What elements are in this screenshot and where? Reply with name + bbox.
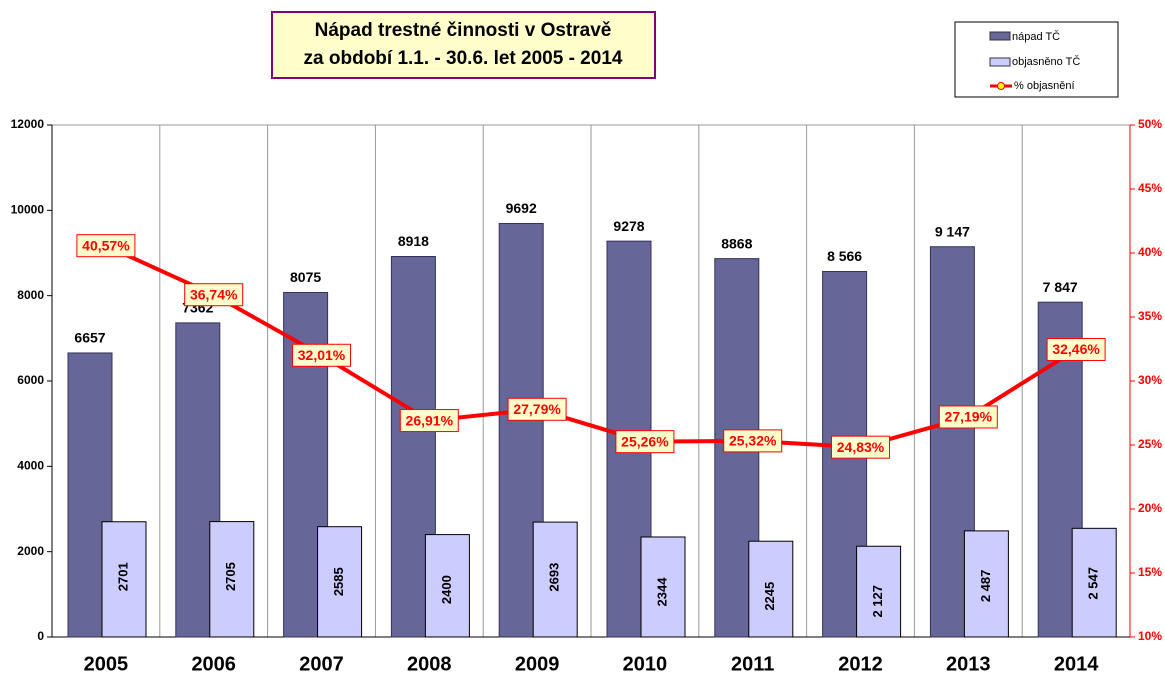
bar-value-label: 8075 (290, 269, 321, 285)
data-label-box (831, 435, 890, 459)
data-label: 26,91% (406, 412, 454, 428)
bar-value-label: 2 547 (1086, 567, 1101, 600)
y2-tick-label: 35% (1138, 309, 1162, 323)
bar (963, 530, 1009, 638)
y-tick-label: 4000 (17, 459, 44, 473)
y2-tick-label: 25% (1138, 437, 1162, 451)
y2-tick-label: 50% (1138, 117, 1162, 131)
y-tick-label: 12000 (11, 117, 45, 131)
bar-value-label: 9278 (613, 218, 644, 234)
legend-swatch (989, 31, 1011, 41)
legend-label: % objasnění (1014, 80, 1075, 92)
x-tick-label: 2010 (623, 653, 668, 675)
data-label-box (1046, 338, 1106, 362)
bar-value-label: 2705 (223, 562, 238, 591)
bar-value-label: 7 847 (1043, 279, 1078, 295)
legend-label: objasněno TČ (1012, 55, 1080, 68)
y2-tick-label: 30% (1138, 373, 1162, 387)
bar-value-label: 8868 (721, 235, 752, 251)
y2-tick-label: 40% (1138, 245, 1162, 259)
data-label-box (76, 234, 136, 258)
bar (748, 540, 794, 638)
data-label-box (615, 430, 675, 454)
chart-title: za období 1.1. - 30.6. let 2005 - 2014 (304, 48, 623, 69)
y-tick-label: 10000 (11, 203, 45, 217)
bar-value-label: 2 127 (870, 585, 885, 618)
bar-value-label: 2585 (331, 567, 346, 596)
x-tick-label: 2014 (1054, 653, 1099, 675)
data-label-box (399, 409, 459, 433)
data-label-box (938, 405, 998, 429)
legend-label: nápad TČ (1012, 30, 1060, 43)
bar-value-label: 2701 (115, 562, 130, 591)
bar-value-label: 2245 (762, 582, 777, 611)
legend-swatch (989, 57, 1011, 67)
bar-value-label: 8918 (398, 233, 429, 249)
legend-swatch (997, 82, 1005, 90)
legend (954, 21, 1119, 98)
data-label-box (184, 283, 244, 307)
y-tick-label: 0 (37, 629, 44, 643)
bar (856, 545, 902, 638)
chart-title: Nápad trestné činnosti v Ostravě (315, 20, 612, 41)
x-tick-label: 2006 (191, 653, 236, 675)
bar-value-label: 2693 (547, 563, 562, 592)
bar-value-label: 6657 (74, 330, 105, 346)
title-box (271, 11, 656, 79)
data-label: 25,32% (729, 433, 777, 449)
bar (209, 521, 255, 638)
data-label-box (292, 343, 351, 367)
bar-value-label: 2 487 (978, 570, 993, 603)
y2-tick-label: 20% (1138, 501, 1162, 515)
x-tick-label: 2011 (731, 653, 774, 675)
line (105, 243, 1078, 450)
data-label-box (507, 397, 567, 421)
data-label: 27,79% (513, 401, 561, 417)
bar-value-label: 2400 (439, 575, 454, 604)
bar (1071, 527, 1117, 638)
bar-value-label: 9 147 (935, 223, 970, 239)
bar (101, 521, 147, 638)
x-tick-label: 2007 (299, 653, 344, 675)
data-label: 40,57% (82, 237, 130, 253)
y-tick-label: 8000 (17, 288, 44, 302)
x-tick-label: 2012 (838, 653, 883, 675)
bar (640, 536, 686, 638)
x-tick-label: 2008 (407, 653, 452, 675)
y-tick-label: 6000 (17, 373, 44, 387)
bar-value-label: 9692 (506, 200, 537, 216)
x-tick-label: 2013 (946, 653, 991, 675)
y2-tick-label: 10% (1138, 629, 1162, 643)
bar (424, 534, 470, 638)
data-label: 32,01% (298, 347, 346, 363)
bar-value-label: 2344 (654, 577, 669, 607)
x-tick-label: 2009 (515, 653, 560, 675)
y-tick-label: 2000 (17, 544, 44, 558)
y2-tick-label: 45% (1138, 181, 1162, 195)
data-label-box (723, 429, 783, 453)
data-label: 24,83% (837, 439, 885, 455)
x-tick-label: 2005 (84, 653, 129, 675)
data-label: 27,19% (945, 409, 993, 425)
data-label: 25,26% (621, 433, 669, 449)
y2-tick-label: 15% (1138, 565, 1162, 579)
bar-value-label: 8 566 (827, 248, 862, 264)
data-label: 36,74% (190, 286, 238, 302)
bar (317, 526, 363, 638)
data-label: 32,46% (1052, 341, 1100, 357)
bar (532, 521, 578, 638)
